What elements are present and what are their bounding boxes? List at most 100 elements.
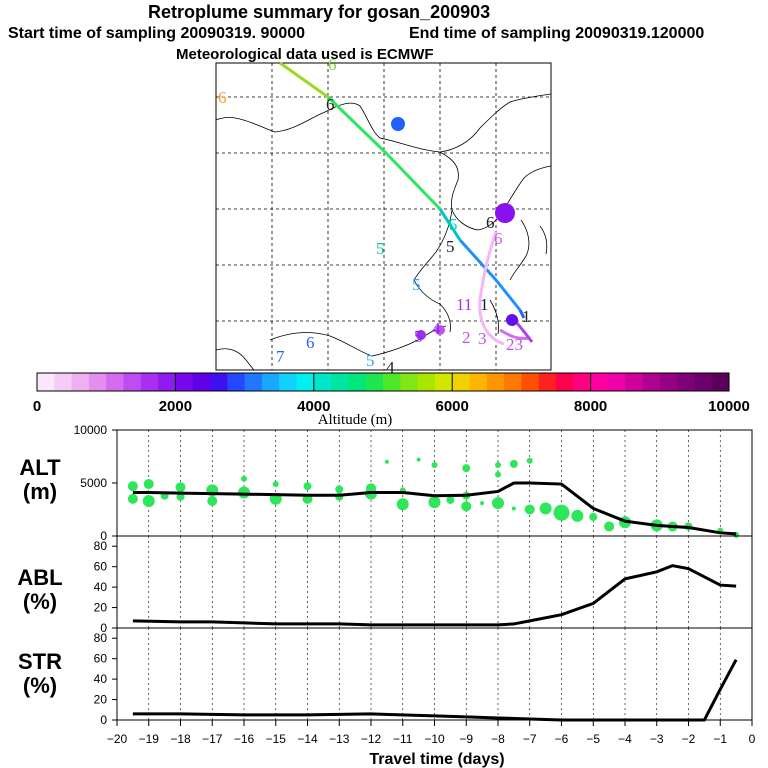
colorbar-swatch: [400, 373, 419, 391]
alt-point: [446, 495, 455, 504]
alt-point: [428, 496, 441, 509]
map-frame: [215, 62, 552, 371]
abl-panel: 80 60 40 20 0: [94, 535, 753, 635]
alt-point: [480, 501, 485, 506]
trajectory-label: 1: [522, 307, 531, 326]
y-tick-label: 60: [94, 652, 108, 666]
trajectory-label: 6: [328, 55, 337, 74]
chart-title: Retroplume summary for gosan_200903: [148, 2, 491, 22]
trajectory-label: 6: [218, 88, 227, 107]
str-ylabel-line1: STR: [18, 649, 62, 674]
trajectory-label: 11: [456, 295, 472, 314]
str-panel: 80 60 40 20 0: [94, 627, 753, 727]
x-tick-label: −1: [713, 732, 727, 746]
marker-purple-small: [506, 314, 518, 326]
alt-point: [431, 461, 438, 468]
x-tick-label: −11: [393, 732, 413, 746]
y-tick-label: 5000: [80, 476, 107, 490]
x-tick-label: −17: [202, 732, 223, 746]
trajectory-label: 6: [486, 213, 495, 232]
alt-point: [539, 502, 552, 515]
colorbar-swatch: [37, 373, 55, 391]
alt-point: [176, 492, 185, 501]
abl-line: [132, 564, 737, 627]
trajectory-label: 5: [414, 327, 423, 346]
alt-point: [509, 459, 518, 468]
x-tick-label: −16: [234, 732, 255, 746]
colorbar-swatch: [54, 373, 73, 391]
x-tick-label: 0: [749, 732, 756, 746]
colorbar-swatch: [383, 373, 401, 391]
str-ylabel-line2: (%): [22, 673, 58, 698]
y-tick-label: 0: [100, 621, 107, 635]
map-gridlines: [216, 63, 551, 370]
alt-point: [511, 506, 516, 511]
trajectory-label: 6: [326, 95, 335, 114]
colorbar-swatch: [175, 373, 194, 391]
colorbar-swatch: [192, 373, 211, 391]
trajectory-label: 6: [306, 333, 315, 352]
colorbar-swatch: [244, 373, 263, 391]
alt-point: [175, 482, 186, 493]
trajectory-label: 5: [446, 237, 455, 256]
alt-point: [127, 481, 138, 492]
alt-ylabel-line2: (m): [22, 479, 58, 504]
colorbar-swatch: [140, 373, 159, 391]
trajectory-label: 5: [449, 215, 458, 234]
trajectory-label: 4: [432, 319, 441, 338]
colorbar-swatch: [106, 373, 124, 391]
alt-point: [526, 457, 533, 464]
plume-markers: [391, 117, 518, 340]
alt-point: [604, 521, 615, 532]
alt-point: [416, 457, 421, 462]
alt-point: [238, 486, 250, 499]
abl-ylabel-line1: ABL: [17, 565, 63, 590]
alt-ylabel-line1: ALT: [19, 455, 61, 480]
colorbar-title: Altitude (m): [318, 412, 393, 428]
alt-point: [461, 501, 472, 512]
x-tick-label: −13: [329, 732, 350, 746]
alt-mean-line: [132, 481, 737, 536]
str-ylabel: STR (%): [10, 650, 70, 698]
y-tick-label: 40: [94, 580, 108, 594]
colorbar-swatch: [469, 373, 488, 391]
colorbar-swatch: [227, 373, 246, 391]
colorbar-frame: [36, 372, 730, 392]
alt-point: [127, 493, 138, 504]
alt-panel: 10000 5000 0: [74, 423, 753, 543]
marker-magenta: [435, 325, 445, 335]
y-tick-label: 0: [100, 529, 107, 543]
x-tick-label: −15: [266, 732, 287, 746]
trajectory-label: 23: [506, 335, 523, 354]
y-tick-label: 80: [94, 539, 108, 553]
y-tick-label: 80: [94, 631, 108, 645]
alt-point: [462, 464, 471, 473]
colorbar-swatch: [331, 373, 349, 391]
colorbar-swatch: [313, 373, 332, 391]
colorbar-swatch: [486, 373, 505, 391]
colorbar-swatch: [556, 373, 574, 391]
alt-point: [335, 485, 344, 494]
alt-point: [241, 475, 247, 482]
colorbar-swatch: [590, 373, 609, 391]
start-time-label: Start time of sampling 20090319. 90000: [8, 25, 306, 42]
x-tick-label: −9: [459, 732, 473, 746]
x-tick-label: −4: [618, 732, 632, 746]
colorbar-tick-label: 6000: [436, 398, 469, 415]
x-tick-label: −10: [424, 732, 445, 746]
colorbar-swatch: [158, 373, 176, 391]
alt-point: [589, 512, 598, 521]
y-tick-label: 20: [94, 601, 108, 615]
end-time-label: End time of sampling 20090319.120000: [409, 25, 705, 42]
colorbar-swatch: [71, 373, 90, 391]
alt-point: [524, 504, 535, 515]
trajectory-label: 5: [366, 351, 375, 370]
x-tick-label: −19: [139, 732, 160, 746]
x-tick-label: −5: [586, 732, 600, 746]
colorbar-swatch: [88, 373, 107, 391]
colorbar-swatch: [694, 373, 713, 391]
abl-ylabel-line2: (%): [22, 589, 58, 614]
colorbar-swatch: [538, 373, 557, 391]
